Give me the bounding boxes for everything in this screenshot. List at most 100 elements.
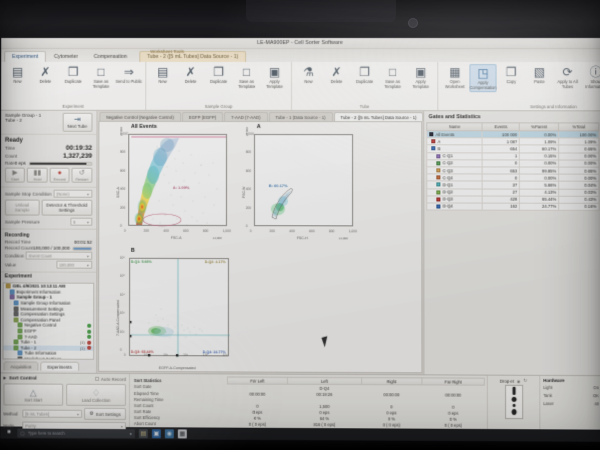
record-value-input[interactable]: 100,000 ▾ xyxy=(56,260,92,269)
droplet-refresh-icon[interactable]: ↻ xyxy=(523,377,528,383)
ribbon-button-open-worksheet[interactable]: ▦ Open Worksheet xyxy=(441,64,468,90)
gs-table-row[interactable]: D-Q4 162 24.77% 0.16% xyxy=(427,202,600,211)
info-icon xyxy=(17,350,23,356)
ribbon-button-save-as-template[interactable]: □ Save as Template xyxy=(88,64,115,90)
tube-icon xyxy=(17,334,23,340)
ribbon-button-delete[interactable]: ✗ Delete xyxy=(177,64,204,86)
acq-time-label: Time xyxy=(4,145,15,151)
start-button[interactable]: ▶ Start xyxy=(4,167,26,183)
plot-all-events[interactable]: All Events SSC-A x1,000 xyxy=(113,124,231,242)
ribbon-button-duplicate[interactable]: ❐ Duplicate xyxy=(60,64,87,86)
gates-statistics-body[interactable]: All Events 100,000 0.00% 100.00% A 1,087 1.09%… xyxy=(427,130,600,211)
gs-column-header[interactable]: %Total xyxy=(558,122,599,131)
worksheet-tab-1[interactable]: Negative Control (Negative Control) xyxy=(99,111,181,121)
gs-events-cell: 0 xyxy=(482,174,520,182)
start-icon[interactable]: ■ xyxy=(7,429,11,436)
ribbon-button-copy[interactable]: ❐ Copy xyxy=(498,64,525,86)
ribbon-button-delete[interactable]: ✗ Delete xyxy=(323,64,350,86)
monitor-bezel-bottom xyxy=(0,438,600,450)
tree-node-worksheet-settings[interactable]: Worksheet Settings xyxy=(4,356,93,360)
ribbon-button-delete[interactable]: ✗ Delete xyxy=(32,64,59,86)
rate-label: Rate xyxy=(4,160,15,166)
gs-column-header[interactable]: %Parent xyxy=(519,122,559,131)
ribbon-button-apply-to-all-tubes[interactable]: ⟳ Apply to All Tubes xyxy=(554,64,581,90)
sort-settings-button[interactable]: ⚙ Sort Settings xyxy=(84,407,126,421)
detector-threshold-settings-button[interactable]: Detector & Threshold Settings xyxy=(41,199,93,216)
sort-control-expand-icon[interactable]: ▸ xyxy=(3,375,7,382)
plot-gate-b-quadrant[interactable]: B 7-AAD-A-Compensated xyxy=(113,248,237,375)
ribbon-button-duplicate[interactable]: ❐ Duplicate xyxy=(351,64,378,86)
browser-icon[interactable]: ◉ xyxy=(164,428,174,438)
ribbon-button-apply-template[interactable]: ▣ Apply Template xyxy=(407,64,434,90)
ribbon-tab-compensation[interactable]: Compensation xyxy=(93,53,128,60)
worksheet-tab-5[interactable]: Tube - 2 ([5 mL Tubes] Data Source - 1) xyxy=(333,112,424,122)
ribbon-button-paste[interactable]: ▧ Paste xyxy=(526,64,553,86)
ribbon-button-save-as-template[interactable]: □ Save as Template xyxy=(379,64,406,90)
files-icon[interactable]: ▤ xyxy=(138,428,148,438)
ribbon-button-show-information[interactable]: ⓘ Show Information xyxy=(582,64,600,90)
ribbon-button-new[interactable]: ⚗ New xyxy=(295,64,322,86)
gs-total-cell: 100.00% xyxy=(558,130,599,139)
ribbon-tab-experiment[interactable]: Experiment xyxy=(4,50,47,62)
gs-total-cell: 1.09% xyxy=(558,138,599,146)
apply-template-icon: ▣ xyxy=(268,64,281,79)
left-tab-experiments[interactable]: Experiments xyxy=(40,361,79,371)
ribbon-button-apply-template[interactable]: ▣ Apply Template xyxy=(261,64,288,90)
plot1-canvas[interactable]: B: 60.17% xyxy=(253,134,353,227)
sort-start-button[interactable]: △ Sort Start xyxy=(3,383,64,406)
ribbon-button-apply-compensation[interactable]: ◳ Apply Compensation xyxy=(469,64,497,93)
app-icon[interactable]: ▦ xyxy=(177,428,187,438)
droplet-camera-view[interactable] xyxy=(504,384,523,420)
tube-icon xyxy=(17,322,23,328)
ribbon-button-duplicate[interactable]: ❐ Duplicate xyxy=(205,64,232,86)
left-tab-acquisition[interactable]: Acquisition xyxy=(3,361,39,371)
axis-tick: 0 xyxy=(123,228,126,233)
gate-color-swatch xyxy=(429,132,434,137)
chevron-down-icon: ▾ xyxy=(120,423,123,429)
experiment-tree[interactable]: GBL 4/9/2021 10:13:11 AM Experiment Infor… xyxy=(2,282,94,360)
load-collection-button[interactable]: ♢ Load Collection xyxy=(66,383,126,407)
worksheet-tab-2[interactable]: EGFP (EGFP) xyxy=(181,111,224,121)
record-condition-select[interactable]: Event Count ▾ xyxy=(26,251,92,260)
ribbon-button-save-as-template[interactable]: □ Save as Template xyxy=(233,64,260,90)
stop-condition-select[interactable]: (None) ▾ xyxy=(53,189,93,198)
tree-node-label: GBL 4/9/2021 10:13:11 AM xyxy=(12,283,66,289)
mic-icon[interactable]: ● xyxy=(129,430,132,436)
store-icon[interactable]: ▣ xyxy=(151,428,161,438)
gate-color-swatch xyxy=(436,161,441,166)
ribbon-tab-cytometer[interactable]: Cytometer xyxy=(54,53,78,60)
plot2-xlabel: EGFP-A-Compensated xyxy=(158,366,196,371)
worksheet-tab-4[interactable]: Tube - 1 (Data Source - 1) xyxy=(268,112,333,122)
workspace: Sample Group - 1 Tube - 2 ⇥ Next Tube Re… xyxy=(0,110,600,376)
axis-tick: 1,000 xyxy=(222,229,231,234)
ribbon-button-new[interactable]: ▤ New xyxy=(4,64,31,86)
gates-statistics-table[interactable]: Name Events %Parent %Total All Events 100,00… xyxy=(426,122,600,211)
restart-button[interactable]: ↺ Restart xyxy=(71,167,93,183)
search-input[interactable]: ◯ Type here to search ● xyxy=(17,428,135,438)
axis-tick: 600 xyxy=(119,168,126,173)
droplet-camera-icon[interactable]: ◉ xyxy=(516,378,521,384)
next-tube-button[interactable]: ⇥ Next Tube xyxy=(62,112,93,132)
unload-sample-button[interactable]: Unload Sample xyxy=(4,199,40,216)
auto-record-checkbox[interactable] xyxy=(94,376,99,381)
ribbon-button-label: New xyxy=(158,78,167,84)
plot-gate-a[interactable]: A FSC-W x1,000 xyxy=(239,124,357,242)
axis-tick: 800 xyxy=(119,150,126,155)
hold-button[interactable]: ▮▮ Hold xyxy=(27,167,48,183)
gs-column-header[interactable]: Events xyxy=(482,122,520,131)
plot1-xlabel: FSC-H xyxy=(296,236,308,241)
count-label: Count xyxy=(4,153,18,159)
ribbon-button-new[interactable]: ▤ New xyxy=(149,64,176,86)
ribbon-button-send-to-public[interactable]: ⇒ Send to Public xyxy=(115,64,142,86)
gs-gate-name-cell: C-Q2 xyxy=(427,159,483,167)
worksheet-tab-3[interactable]: 7-AAD (7-AAD) xyxy=(224,111,268,122)
record-button[interactable]: ● Record xyxy=(49,167,70,183)
plot0-canvas[interactable]: A: 1.09% xyxy=(127,133,227,227)
gs-column-header[interactable]: Name xyxy=(427,122,483,131)
worksheet-canvas[interactable]: All Events SSC-A x1,000 xyxy=(97,120,423,375)
gates-statistics-panel: Gates and Statistics Name Events %Parent %T… xyxy=(423,111,600,376)
method-select[interactable]: [5 mL Tubes] ▾ xyxy=(22,409,83,418)
sample-pressure-select[interactable]: 5 ▾ xyxy=(70,217,93,226)
plot2-canvas[interactable]: D-Q1: 5.66% D-Q2: 4.17% D-Q3: 65.44% D-Q… xyxy=(128,257,230,357)
